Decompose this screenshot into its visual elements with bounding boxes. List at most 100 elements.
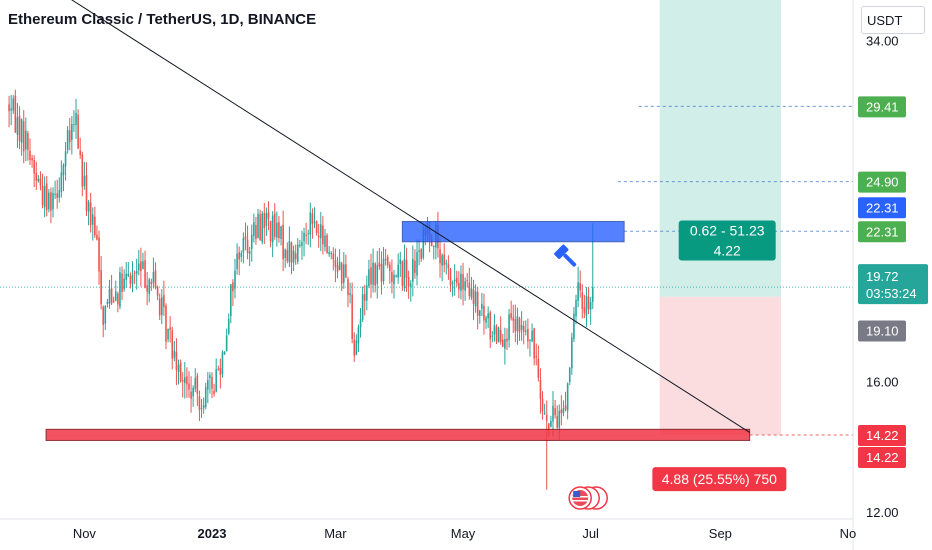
candle-body bbox=[389, 264, 391, 271]
candle-body bbox=[265, 213, 268, 226]
candle-body bbox=[338, 261, 341, 270]
hammer-head bbox=[554, 244, 569, 259]
candle-body bbox=[75, 112, 77, 125]
candle-body bbox=[227, 318, 230, 334]
candle-body bbox=[41, 185, 44, 206]
candle-body bbox=[66, 130, 69, 151]
candle-body bbox=[499, 330, 502, 342]
candle-body bbox=[548, 423, 550, 430]
candle-body bbox=[560, 409, 563, 414]
candle-body bbox=[391, 272, 393, 283]
candle-body bbox=[142, 261, 144, 269]
candle-body bbox=[37, 178, 40, 182]
candle-body bbox=[108, 289, 111, 304]
candle-body bbox=[303, 232, 305, 242]
candle-body bbox=[328, 252, 330, 255]
candle-body bbox=[474, 291, 477, 307]
candle-body bbox=[550, 420, 552, 427]
candle-body bbox=[441, 255, 443, 266]
candle-body bbox=[152, 271, 155, 283]
candle-body bbox=[207, 380, 209, 390]
x-tick-label: Nov bbox=[73, 526, 97, 541]
x-tick-label: 2023 bbox=[198, 526, 227, 541]
candle-body bbox=[200, 408, 203, 410]
auction-hammer-icon bbox=[554, 244, 577, 267]
candle-body bbox=[537, 358, 540, 378]
candle-body bbox=[430, 238, 433, 247]
candle-body bbox=[384, 259, 387, 261]
candle-body bbox=[280, 226, 282, 239]
risk-reward-label: 0.62 - 51.23 4.22 bbox=[678, 220, 776, 261]
x-tick-label: Jul bbox=[582, 526, 599, 541]
candle-body bbox=[181, 380, 184, 382]
candle-body bbox=[198, 396, 201, 410]
candle-body bbox=[31, 157, 33, 161]
price-tag-text: 19.10 bbox=[866, 324, 899, 339]
candle-body bbox=[487, 313, 489, 319]
candle-body bbox=[68, 130, 71, 143]
candle-body bbox=[554, 408, 556, 416]
candle-body bbox=[246, 239, 249, 253]
candle-body bbox=[286, 249, 289, 262]
candle-body bbox=[225, 335, 228, 351]
candle-body bbox=[114, 291, 117, 301]
risk-reward-label-box bbox=[678, 220, 776, 261]
candle-body bbox=[250, 234, 253, 250]
candle-body bbox=[22, 121, 25, 152]
candle-body bbox=[238, 252, 240, 260]
x-tick-label: May bbox=[451, 526, 476, 541]
candle-body bbox=[311, 213, 314, 224]
candle-body bbox=[163, 295, 165, 307]
candle-body bbox=[215, 369, 217, 392]
candle-body bbox=[123, 278, 125, 290]
candle-body bbox=[355, 340, 358, 355]
candle-body bbox=[204, 387, 207, 408]
candle-body bbox=[64, 151, 67, 167]
candle-body bbox=[267, 212, 270, 219]
candle-body bbox=[315, 221, 318, 234]
candle-body bbox=[100, 270, 102, 305]
candle-body bbox=[342, 264, 345, 283]
candle-body bbox=[378, 262, 381, 267]
x-tick-label: Mar bbox=[324, 526, 347, 541]
candle-body bbox=[349, 293, 351, 296]
candle-body bbox=[495, 326, 498, 342]
resistance-zone bbox=[401, 220, 625, 243]
candle-body bbox=[458, 282, 460, 290]
candle-body bbox=[248, 251, 251, 254]
candle-body bbox=[583, 307, 586, 314]
candle-body bbox=[102, 306, 105, 325]
candle-body bbox=[219, 368, 222, 375]
currency-unit-selector[interactable]: USDT bbox=[861, 6, 925, 34]
candle-body bbox=[332, 253, 335, 260]
candle-body bbox=[77, 114, 79, 149]
candle-body bbox=[476, 291, 479, 316]
candle-body bbox=[192, 387, 194, 397]
candle-body bbox=[299, 244, 301, 246]
candle-body bbox=[234, 270, 236, 289]
candle-body bbox=[282, 224, 284, 260]
candle-body bbox=[445, 262, 448, 265]
candle-body bbox=[269, 221, 272, 242]
candle-body bbox=[104, 305, 107, 324]
candle-body bbox=[497, 327, 500, 343]
candle-body bbox=[171, 330, 174, 359]
candle-body bbox=[589, 301, 592, 310]
candle-body bbox=[382, 258, 385, 282]
candle-body bbox=[491, 335, 494, 337]
candle-body bbox=[284, 249, 287, 259]
stop-label-text: 4.88 (25.55%) 750 bbox=[662, 471, 777, 487]
price-tag bbox=[858, 96, 906, 118]
candle-body bbox=[154, 270, 157, 288]
candle-body bbox=[137, 263, 140, 271]
price-tag-text: 14.22 bbox=[866, 428, 899, 443]
candle-body bbox=[273, 213, 276, 237]
candle-body bbox=[533, 328, 535, 359]
candle-body bbox=[514, 319, 517, 332]
candle-body bbox=[110, 288, 113, 304]
candle-body bbox=[361, 294, 364, 320]
price-tag-text: 24.90 bbox=[866, 175, 899, 190]
candle-body bbox=[449, 268, 452, 285]
candle-body bbox=[263, 212, 266, 229]
